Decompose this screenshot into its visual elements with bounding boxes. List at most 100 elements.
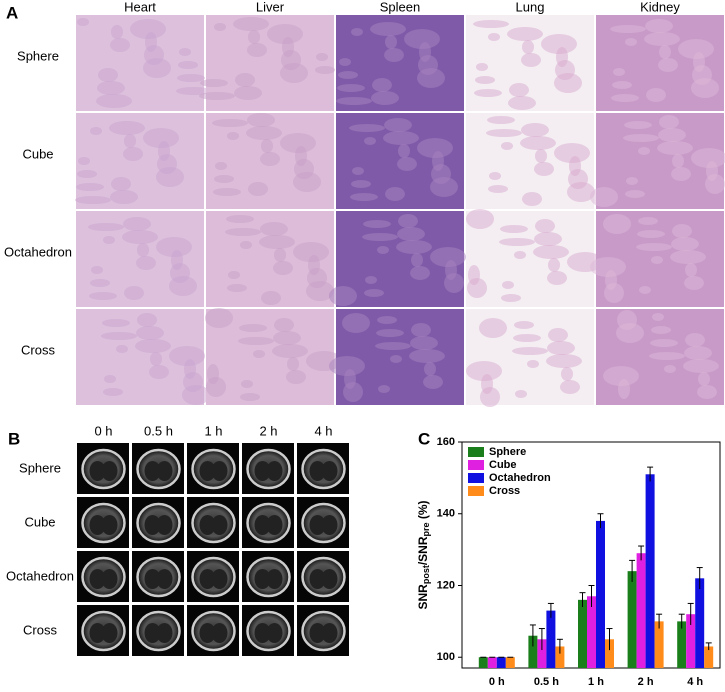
y-axis-label-part: pre (421, 522, 431, 536)
tissue-texture (522, 192, 542, 206)
tissue-texture (273, 331, 301, 345)
legend-label: Cube (489, 459, 517, 471)
tissue-texture (659, 115, 679, 129)
tissue-texture (697, 385, 717, 399)
tissue-texture (248, 30, 260, 44)
bar (505, 657, 515, 668)
bar (555, 646, 565, 668)
x-tick-label: 0.5 h (534, 676, 559, 687)
panel-label: A (6, 3, 18, 22)
tissue-texture (110, 190, 138, 204)
tissue-texture (176, 87, 212, 95)
mri-organ (89, 569, 106, 589)
mri-organ (254, 623, 271, 643)
tissue-texture (639, 286, 651, 294)
tissue-texture (179, 48, 191, 56)
tissue-texture (430, 247, 466, 267)
y-axis-label-part: SNR (416, 584, 430, 610)
tissue-texture (227, 284, 247, 292)
tissue-texture (610, 25, 646, 33)
tissue-texture (488, 185, 508, 193)
mri-organ (321, 461, 338, 481)
tissue-texture (507, 27, 543, 41)
y-tick-label: 140 (437, 508, 455, 520)
mri-organ (156, 461, 173, 481)
tissue-texture (473, 20, 509, 28)
tissue-texture (664, 365, 676, 373)
tissue-texture (214, 23, 226, 31)
tissue-texture (547, 271, 567, 285)
mri-organ (101, 515, 118, 535)
tissue-texture (644, 32, 680, 46)
tissue-texture (626, 177, 638, 185)
tissue-texture (75, 196, 111, 204)
tissue-texture (91, 266, 103, 274)
tissue-texture (207, 364, 219, 384)
mri-organ (309, 515, 326, 535)
mri-organ (321, 515, 338, 535)
tissue-texture (104, 375, 116, 383)
legend-swatch (468, 460, 484, 470)
tissue-texture (398, 214, 418, 228)
tissue-texture (205, 308, 233, 328)
legend-swatch (468, 447, 484, 457)
tissue-texture (501, 142, 513, 150)
tissue-texture (685, 263, 697, 277)
bar (478, 657, 488, 668)
tissue-texture (363, 220, 391, 228)
mri-organ (101, 623, 118, 643)
tissue-texture (337, 84, 365, 92)
tissue-texture (535, 219, 555, 233)
tissue-texture (253, 350, 265, 358)
column-label: Spleen (380, 0, 420, 14)
bar (695, 578, 705, 668)
mri-organ (144, 569, 161, 589)
tissue-texture (657, 141, 693, 155)
mri-organ (254, 515, 271, 535)
tissue-texture (90, 279, 110, 287)
tissue-texture (103, 388, 123, 396)
tissue-texture (214, 175, 234, 183)
tissue-texture (612, 81, 632, 89)
tissue-texture (111, 177, 131, 191)
tissue-texture (409, 349, 445, 363)
tissue-texture (613, 68, 625, 76)
tissue-texture (169, 346, 205, 366)
tissue-texture (110, 38, 130, 52)
tissue-texture (260, 222, 288, 236)
row-label: Cross (23, 622, 57, 637)
tissue-texture (177, 74, 205, 82)
column-label: Lung (516, 0, 545, 14)
tissue-texture (238, 337, 274, 345)
mri-organ (211, 623, 228, 643)
y-axis-label-part: post (421, 565, 431, 584)
tissue-texture (684, 346, 712, 360)
tissue-texture (109, 121, 145, 135)
tissue-texture (671, 237, 699, 251)
bar (596, 520, 605, 668)
mri-organ (156, 515, 173, 535)
tissue-texture (274, 318, 294, 332)
tissue-texture (97, 81, 125, 95)
tissue-texture (124, 286, 144, 300)
tissue-texture (240, 241, 252, 249)
tissue-texture (124, 134, 136, 148)
tissue-texture (474, 89, 502, 97)
tissue-texture (468, 265, 480, 285)
tissue-texture (150, 352, 162, 366)
mri-organ (199, 515, 216, 535)
tissue-texture (259, 235, 295, 249)
tissue-texture (649, 352, 685, 360)
mri-organ (309, 623, 326, 643)
panel-label: B (8, 429, 20, 448)
bar (537, 639, 547, 668)
tissue-texture (645, 19, 673, 33)
tissue-texture (652, 313, 664, 321)
tissue-texture (603, 214, 631, 234)
tissue-texture (370, 22, 406, 36)
bar (578, 599, 587, 668)
bar (605, 639, 614, 668)
tissue-texture (514, 321, 534, 329)
legend-swatch (468, 473, 484, 483)
tissue-texture (515, 390, 527, 398)
